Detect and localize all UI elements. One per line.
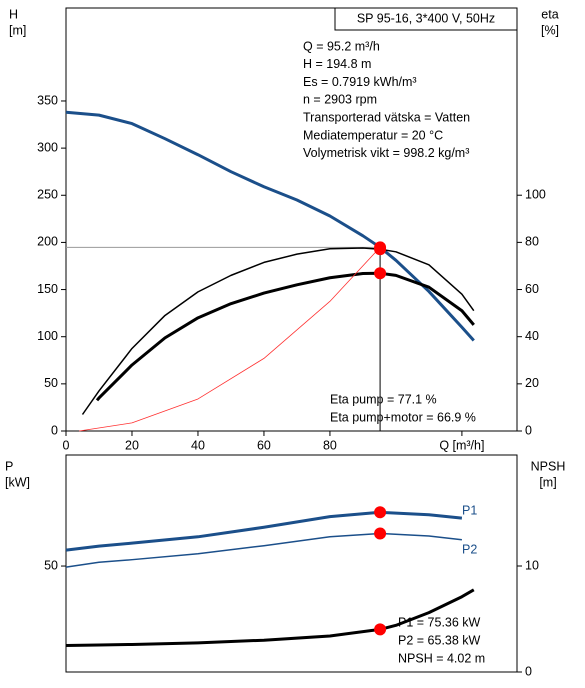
y2-tick-label: 40: [525, 329, 539, 343]
info-line: n = 2903 rpm: [303, 93, 377, 107]
info-line: Volymetrisk vikt = 998.2 kg/m³: [303, 146, 469, 160]
x-tick-label: 20: [125, 438, 139, 452]
y-axis-label: P: [5, 459, 13, 473]
info-line: Transporterad vätska = Vatten: [303, 110, 470, 124]
y-tick-label: 200: [37, 235, 58, 249]
y2-axis-label: NPSH: [531, 459, 566, 473]
duty-point: [374, 506, 387, 519]
y2-axis-label: [%]: [541, 23, 559, 37]
curve: [65, 532, 462, 568]
curve: [65, 588, 475, 647]
y-tick-label: 0: [51, 423, 58, 437]
plot-frame: [65, 454, 518, 673]
x-tick-label: 80: [323, 438, 337, 452]
y2-axis-label: eta: [541, 7, 558, 21]
y2-tick-label: 20: [525, 376, 539, 390]
duty-point: [374, 267, 387, 280]
info-line: Mediatemperatur = 20 °C: [303, 128, 443, 142]
curve: [65, 110, 475, 342]
duty-point: [374, 623, 387, 636]
curve: [79, 247, 381, 432]
duty-point: [374, 527, 387, 540]
annotation: NPSH = 4.02 m: [398, 651, 485, 665]
info-line: Q = 95.2 m³/h: [303, 39, 380, 53]
y-axis-label: [m]: [9, 23, 26, 37]
x-tick-label: 60: [257, 438, 271, 452]
y-tick-label: 100: [37, 329, 58, 343]
series-label: P1: [462, 503, 477, 517]
annotation: Eta pump = 77.1 %: [330, 392, 437, 406]
plot-frame: [65, 7, 518, 432]
info-line: H = 194.8 m: [303, 57, 371, 71]
curve: [95, 271, 475, 402]
y-tick-label: 150: [37, 282, 58, 296]
y2-axis-label: [m]: [539, 475, 556, 489]
curve: [81, 247, 475, 415]
y2-tick-label: 80: [525, 235, 539, 249]
series-label: P2: [462, 542, 477, 556]
y2-tick-label: 0: [525, 664, 532, 678]
y-tick-label: 350: [37, 93, 58, 107]
y-tick-label: 250: [37, 188, 58, 202]
y-axis-label: [kW]: [5, 475, 30, 489]
y2-tick-label: 10: [525, 558, 539, 572]
annotation: P1 = 75.36 kW: [398, 615, 481, 629]
y-axis-label: H: [9, 7, 18, 21]
info-line: Es = 0.7919 kWh/m³: [303, 75, 417, 89]
annotation: P2 = 65.38 kW: [398, 633, 481, 647]
x-tick-label: 0: [63, 438, 70, 452]
chart-title: SP 95-16, 3*400 V, 50Hz: [357, 11, 495, 25]
y-tick-label: 50: [44, 558, 58, 572]
y2-tick-label: 100: [525, 188, 546, 202]
curve: [65, 510, 463, 552]
annotation: Eta pump+motor = 66.9 %: [330, 410, 476, 424]
duty-point: [374, 243, 387, 256]
y2-tick-label: 60: [525, 282, 539, 296]
x-tick-label: 40: [191, 438, 205, 452]
title-box: [334, 7, 518, 31]
y2-tick-label: 0: [525, 423, 532, 437]
y-tick-label: 50: [44, 376, 58, 390]
x-tick-label: Q [m³/h]: [439, 438, 484, 452]
y-tick-label: 300: [37, 140, 58, 154]
